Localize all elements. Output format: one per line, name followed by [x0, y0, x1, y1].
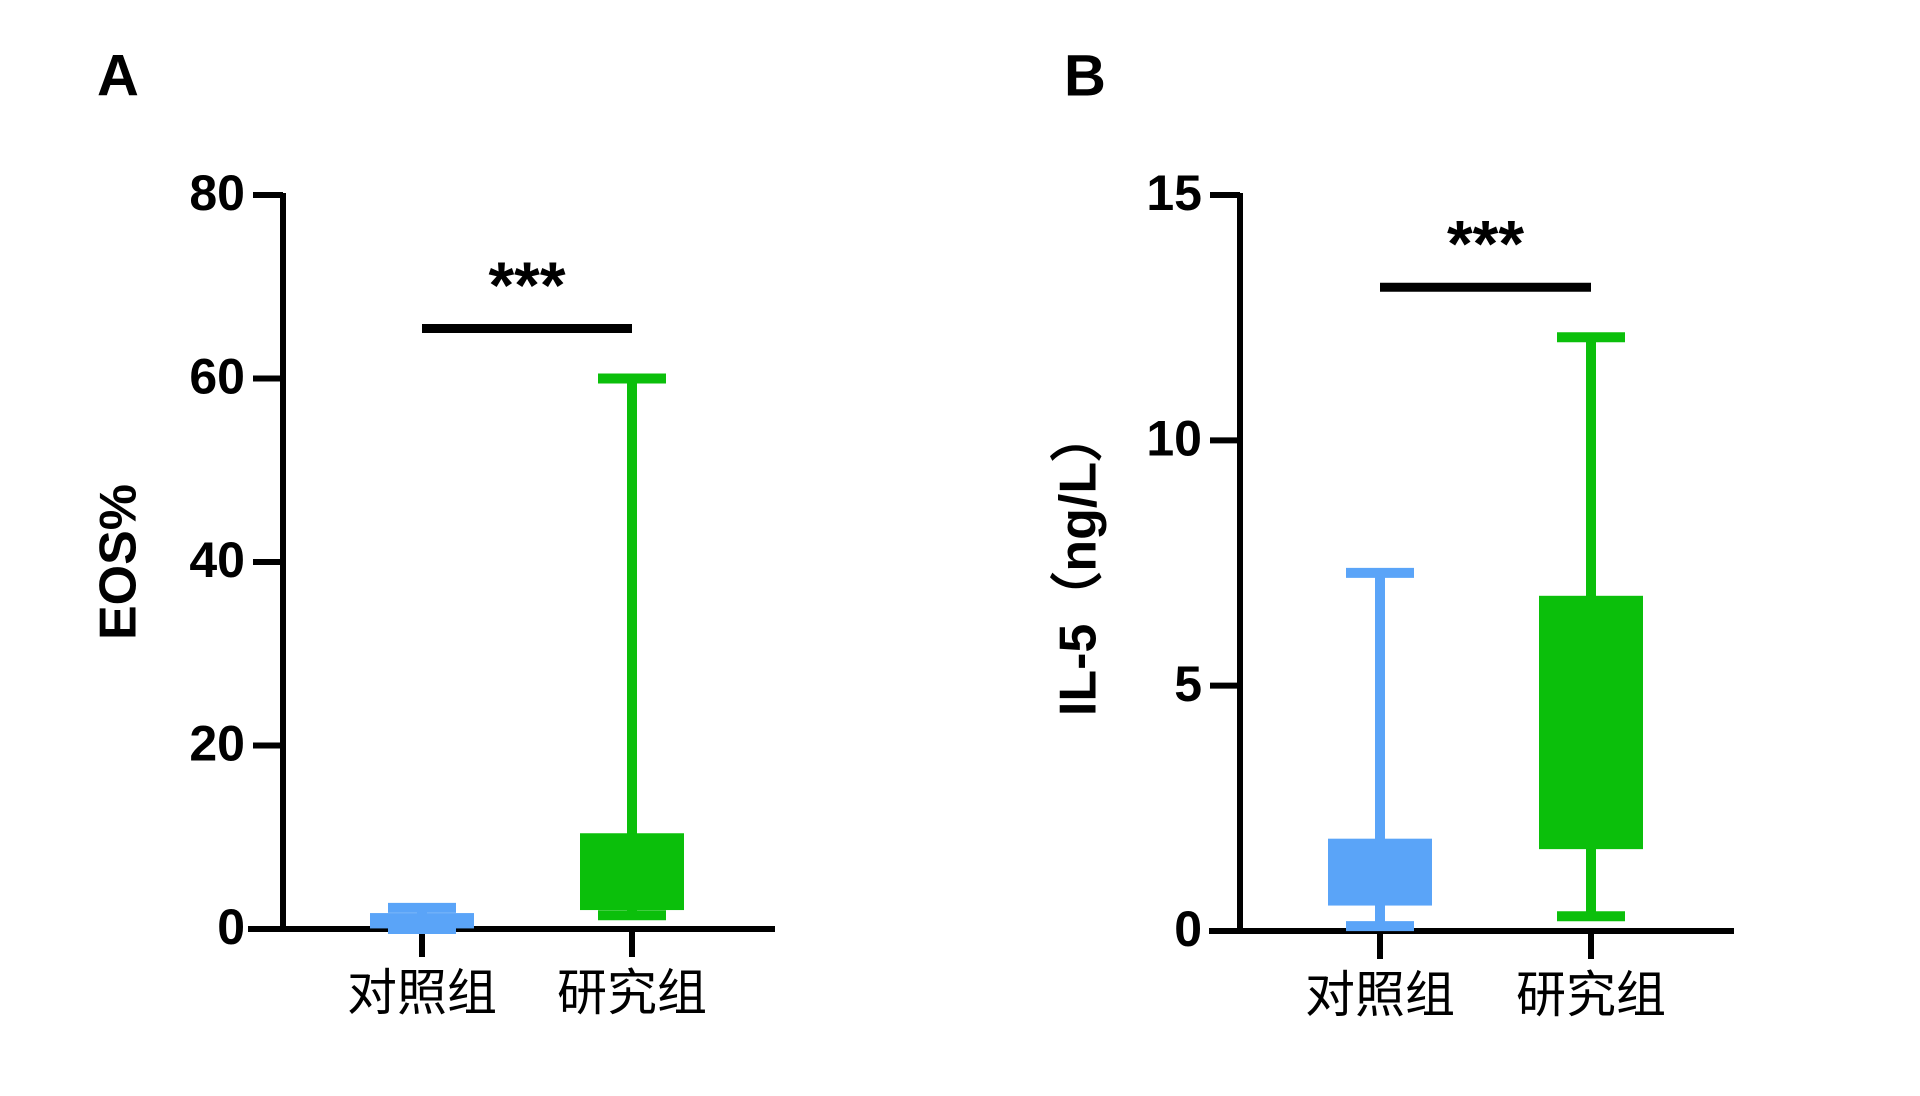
box [580, 833, 684, 911]
x-tick-label: 对照组 [347, 964, 497, 1022]
y-axis-label: EOS% [90, 484, 148, 640]
y-tick-label: 10 [1146, 411, 1202, 467]
panel-label: B [1064, 43, 1106, 108]
box [1328, 838, 1432, 906]
y-tick-label: 15 [1146, 165, 1202, 221]
y-tick-label: 80 [189, 165, 245, 221]
x-tick-label: 研究组 [1516, 966, 1666, 1024]
y-axis-label: IL-5（ng/L） [1050, 410, 1108, 716]
y-tick-label: 5 [1174, 656, 1202, 712]
significance-label: *** [488, 248, 565, 322]
y-tick-label: 0 [1174, 901, 1202, 957]
box [370, 913, 474, 929]
box [1539, 595, 1643, 850]
significance-label: *** [1447, 207, 1524, 281]
y-tick-label: 20 [189, 716, 245, 772]
y-tick-label: 40 [189, 532, 245, 588]
y-tick-label: 60 [189, 349, 245, 405]
x-tick-label: 对照组 [1305, 966, 1455, 1024]
panel-label: A [97, 43, 139, 108]
x-tick-label: 研究组 [557, 964, 707, 1022]
y-tick-label: 0 [217, 899, 245, 955]
